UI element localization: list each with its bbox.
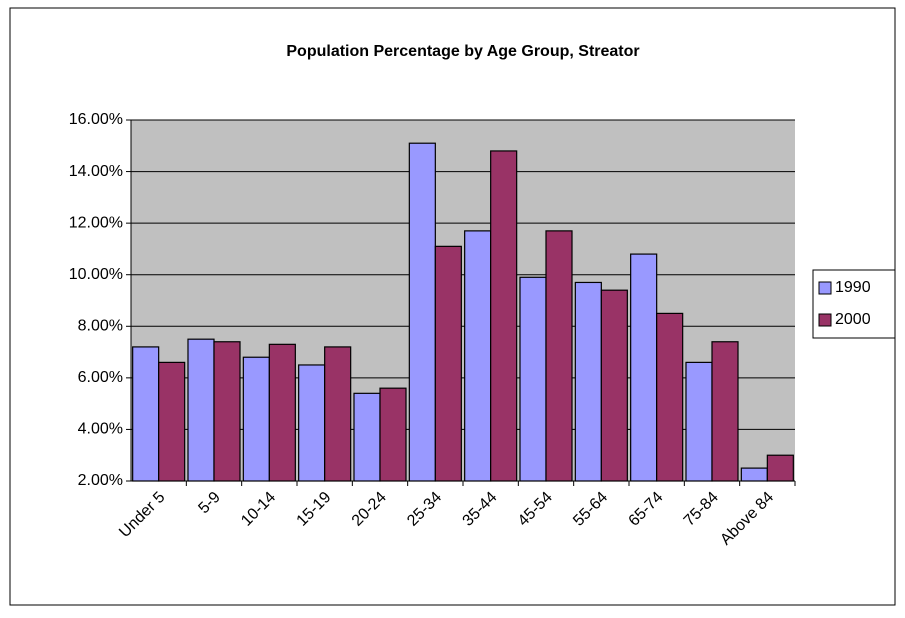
bar bbox=[545, 230, 573, 482]
bar bbox=[408, 142, 436, 482]
legend-label: 2000 bbox=[835, 311, 871, 328]
y-tick-label: 6.00% bbox=[78, 369, 123, 386]
y-tick-label: 4.00% bbox=[78, 421, 123, 438]
bar bbox=[766, 454, 794, 482]
bar bbox=[574, 281, 602, 482]
bar bbox=[132, 346, 160, 482]
y-tick-label: 14.00% bbox=[69, 163, 123, 180]
bar bbox=[379, 387, 407, 482]
y-tick-label: 16.00% bbox=[69, 111, 123, 128]
bar bbox=[490, 150, 518, 482]
bar bbox=[158, 361, 186, 482]
bar bbox=[324, 346, 352, 482]
chart-title: Population Percentage by Age Group, Stre… bbox=[286, 43, 639, 60]
legend-swatch bbox=[818, 313, 832, 327]
bar bbox=[213, 341, 241, 482]
legend-label: 1990 bbox=[835, 279, 871, 296]
y-tick-label: 10.00% bbox=[69, 266, 123, 283]
bar bbox=[656, 312, 684, 482]
bar bbox=[298, 364, 326, 482]
plot-area bbox=[131, 120, 795, 481]
bar bbox=[187, 338, 215, 482]
y-tick-label: 8.00% bbox=[78, 318, 123, 335]
y-tick-label: 2.00% bbox=[78, 472, 123, 489]
bar bbox=[464, 230, 492, 482]
legend-box bbox=[812, 269, 896, 339]
bar bbox=[740, 467, 768, 482]
bar bbox=[711, 341, 739, 482]
bar bbox=[434, 245, 462, 482]
bar bbox=[685, 361, 713, 482]
bar bbox=[600, 289, 628, 482]
bar bbox=[242, 356, 270, 482]
bar bbox=[268, 343, 296, 482]
bar bbox=[630, 253, 658, 482]
bar bbox=[353, 392, 381, 482]
bar bbox=[519, 276, 547, 482]
y-tick-label: 12.00% bbox=[69, 214, 123, 231]
legend-swatch bbox=[818, 281, 832, 295]
